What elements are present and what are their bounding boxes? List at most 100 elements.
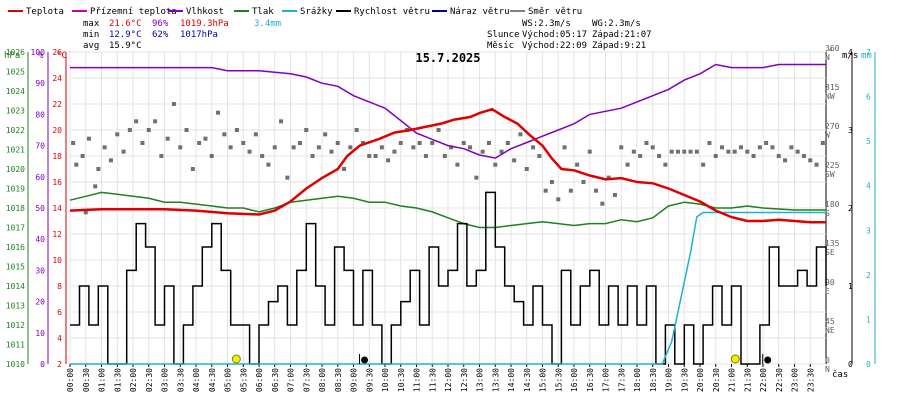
wind-dir-point [367,154,372,158]
stat-avg-temp: 15.9°C [109,41,142,51]
rain-tick-label: 7 [866,48,871,57]
dir-tick-label: 180 [825,200,840,209]
wind-dir-point [549,180,554,184]
x-tick-label: 16:00 [570,368,579,392]
hpa-tick-label: 1022 [6,126,25,135]
x-tick-label: 15:30 [554,368,563,392]
x-tick-label: 22:30 [775,368,784,392]
wind-dir-point [96,167,101,171]
x-tick-label: 17:00 [602,368,611,392]
x-tick-label: 09:00 [350,368,359,392]
wind-dir-point [253,132,258,137]
x-tick-label: 03:00 [161,368,170,392]
rain-tick-label: 3 [866,226,871,235]
wind-dir-point [808,158,813,163]
dir-tick-label: 45 [825,317,835,326]
stat-max-press: 1019.3hPa [180,19,229,29]
wind-dir-point [360,141,365,145]
wind-dir-point [720,145,725,150]
wind-dir-point [310,154,315,158]
wind-dir-point [455,162,460,167]
wind-dir-point [512,158,517,163]
temp-tick-label: 24 [52,74,62,83]
hpa-tick-label: 1010 [6,360,25,369]
wind-dir-point [732,149,737,154]
wind-dir-point [745,149,750,154]
wind-dir-point [493,162,498,167]
wind-dir-point [663,162,668,167]
rain-tick-label: 4 [866,182,871,191]
wind-dir-point [713,154,718,158]
x-tick-label: 14:30 [523,368,532,392]
x-tick-label: 21:30 [743,368,752,392]
wind-dir-point [499,149,504,154]
x-tick-label: 06:30 [271,368,280,392]
wind-dir-point [297,141,302,145]
stat-min-hum: 62% [152,30,169,40]
wind-dir-point [606,175,611,180]
wind-speed-line [70,191,827,365]
wind-dir-point [354,128,359,132]
dir-tick-name: N [825,53,830,62]
wind-dir-point [423,154,428,158]
wind-dir-point [474,175,479,180]
x-tick-label: 21:00 [728,368,737,392]
sun-marker [730,354,740,364]
x-tick-label: 18:00 [633,368,642,392]
wind-dir-point [80,154,85,158]
wind-dir-point [216,110,221,115]
stats-block: max 21.6°C 96% 1019.3hPa 3.4mm min 12.9°… [83,19,652,51]
temp-tick-label: 6 [57,308,62,317]
wind-dir-point [86,136,91,141]
wind-dir-point [165,136,170,141]
wind-dir-point [74,162,79,167]
wind-dir-point [537,154,542,158]
x-tick-label: 09:30 [365,368,374,392]
hpa-tick-label: 1015 [6,263,25,272]
stat-wg: WG:2.3m/s [592,19,641,29]
legend-label: Vlhkost [186,7,224,17]
wind-dir-point [776,154,781,158]
axis-unit-dir: ° [828,48,833,58]
wind-dir-point [657,154,662,158]
rain-tick-label: 2 [866,271,871,280]
wind-dir-point [115,132,120,137]
moonrise: Východ:22:09 [522,41,587,51]
wind-dir-point [795,149,800,154]
rain-tick-label: 5 [866,137,871,146]
pct-tick-label: 20 [35,298,45,307]
wind-dir-point [638,154,643,158]
wind-dir-point [121,149,126,154]
wind-dir-point [783,158,788,163]
x-tick-label: 06:00 [255,368,264,392]
legend-label: Přízemní teplota [90,7,177,17]
wind-dir-point [178,145,183,150]
wind-tick-label: 2 [848,204,853,213]
sunset: Západ:21:07 [592,30,652,40]
wind-dir-point [222,132,227,137]
x-tick-label: 08:00 [318,368,327,392]
chart-title: 15.7.2025 [415,51,480,65]
hpa-tick-label: 1025 [6,68,25,77]
wind-dir-point [726,149,731,154]
legend: Teplota Přízemní teplota Vlhkost Tlak Srážky… [8,7,582,17]
wind-dir-point [279,119,284,124]
x-tick-label: 23:00 [791,368,800,392]
wind-dir-point [594,188,599,193]
wind-dir-point [93,184,98,189]
x-tick-label: 02:30 [145,368,154,392]
hpa-tick-label: 1018 [6,204,25,213]
wind-dir-point [203,136,208,141]
wind-dir-point [543,188,548,193]
wind-dir-point [587,149,592,154]
axis-unit-wind: m/s [842,51,858,61]
temp-tick-label: 20 [52,126,62,135]
x-tick-label: 05:30 [239,368,248,392]
x-tick-label: 07:00 [287,368,296,392]
x-tick-label: 19:00 [665,368,674,392]
wind-dir-point [612,193,617,197]
dir-tick-name: NE [825,326,835,335]
wind-dir-point [707,141,712,145]
hpa-tick-label: 1023 [6,107,25,116]
wind-dir-point [801,154,806,158]
